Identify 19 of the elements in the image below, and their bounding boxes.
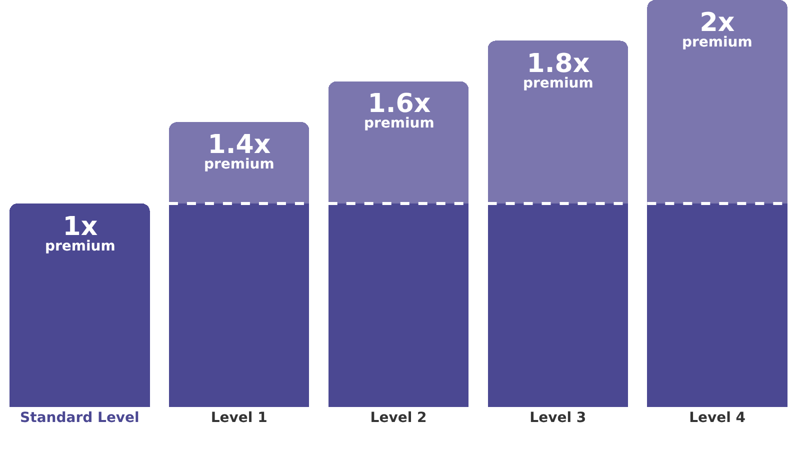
total-label: 1.8x premium [523, 49, 594, 92]
bar [328, 81, 469, 204]
x-tick-label: Standard Level [20, 410, 140, 426]
bar [10, 204, 150, 407]
x-tick-label: Level 3 [530, 410, 586, 426]
bar [168, 122, 310, 204]
data-label: 1x premium [45, 212, 116, 255]
total-label: 2x premium [682, 8, 752, 51]
x-tick-label: Level 2 [370, 410, 427, 426]
x-tick-label: Level 4 [689, 410, 746, 426]
bar [328, 204, 469, 407]
bar [647, 204, 788, 407]
total-label: 1.6x premium [364, 89, 434, 132]
bar [647, 0, 788, 204]
bar [168, 204, 310, 407]
x-tick-label: Level 1 [210, 410, 268, 426]
total-label: 1.4x premium [204, 130, 274, 173]
bar [488, 204, 628, 407]
bar [488, 40, 628, 204]
